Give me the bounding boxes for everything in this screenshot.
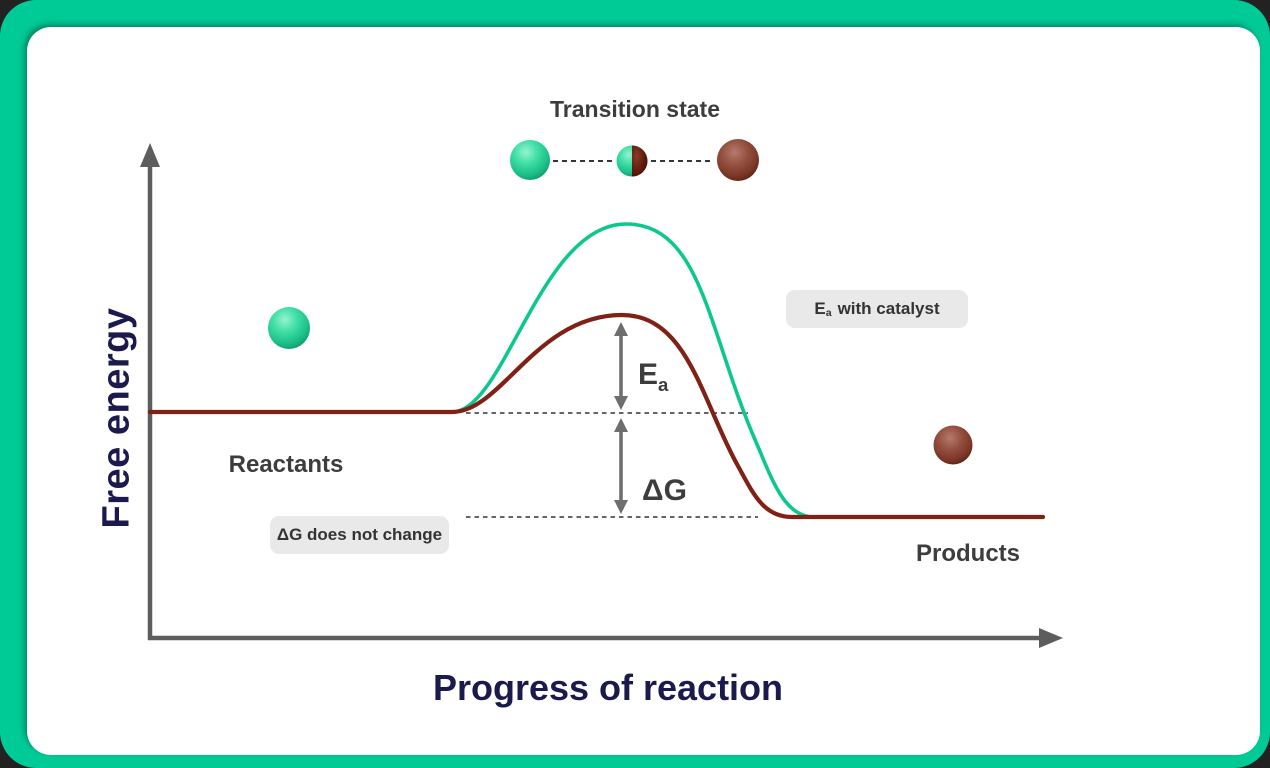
dg-does-not-change-badge: ΔG does not change <box>270 516 449 554</box>
badge-ea-main: E <box>814 299 826 318</box>
ea-subscript: a <box>658 373 669 395</box>
ea-main: E <box>638 358 659 391</box>
y-axis-label: Free energy <box>95 307 138 529</box>
delta-g-label: ΔG <box>642 474 687 507</box>
badge-ea-rest: with catalyst <box>837 299 940 318</box>
activation-energy-label: Ea <box>638 358 669 395</box>
badge-ea-subscript: a <box>825 306 832 319</box>
transition-state-title: Transition state <box>550 96 720 122</box>
x-axis-label: Progress of reaction <box>432 667 784 708</box>
products-label: Products <box>915 540 1020 567</box>
reactants-label: Reactants <box>228 451 344 478</box>
